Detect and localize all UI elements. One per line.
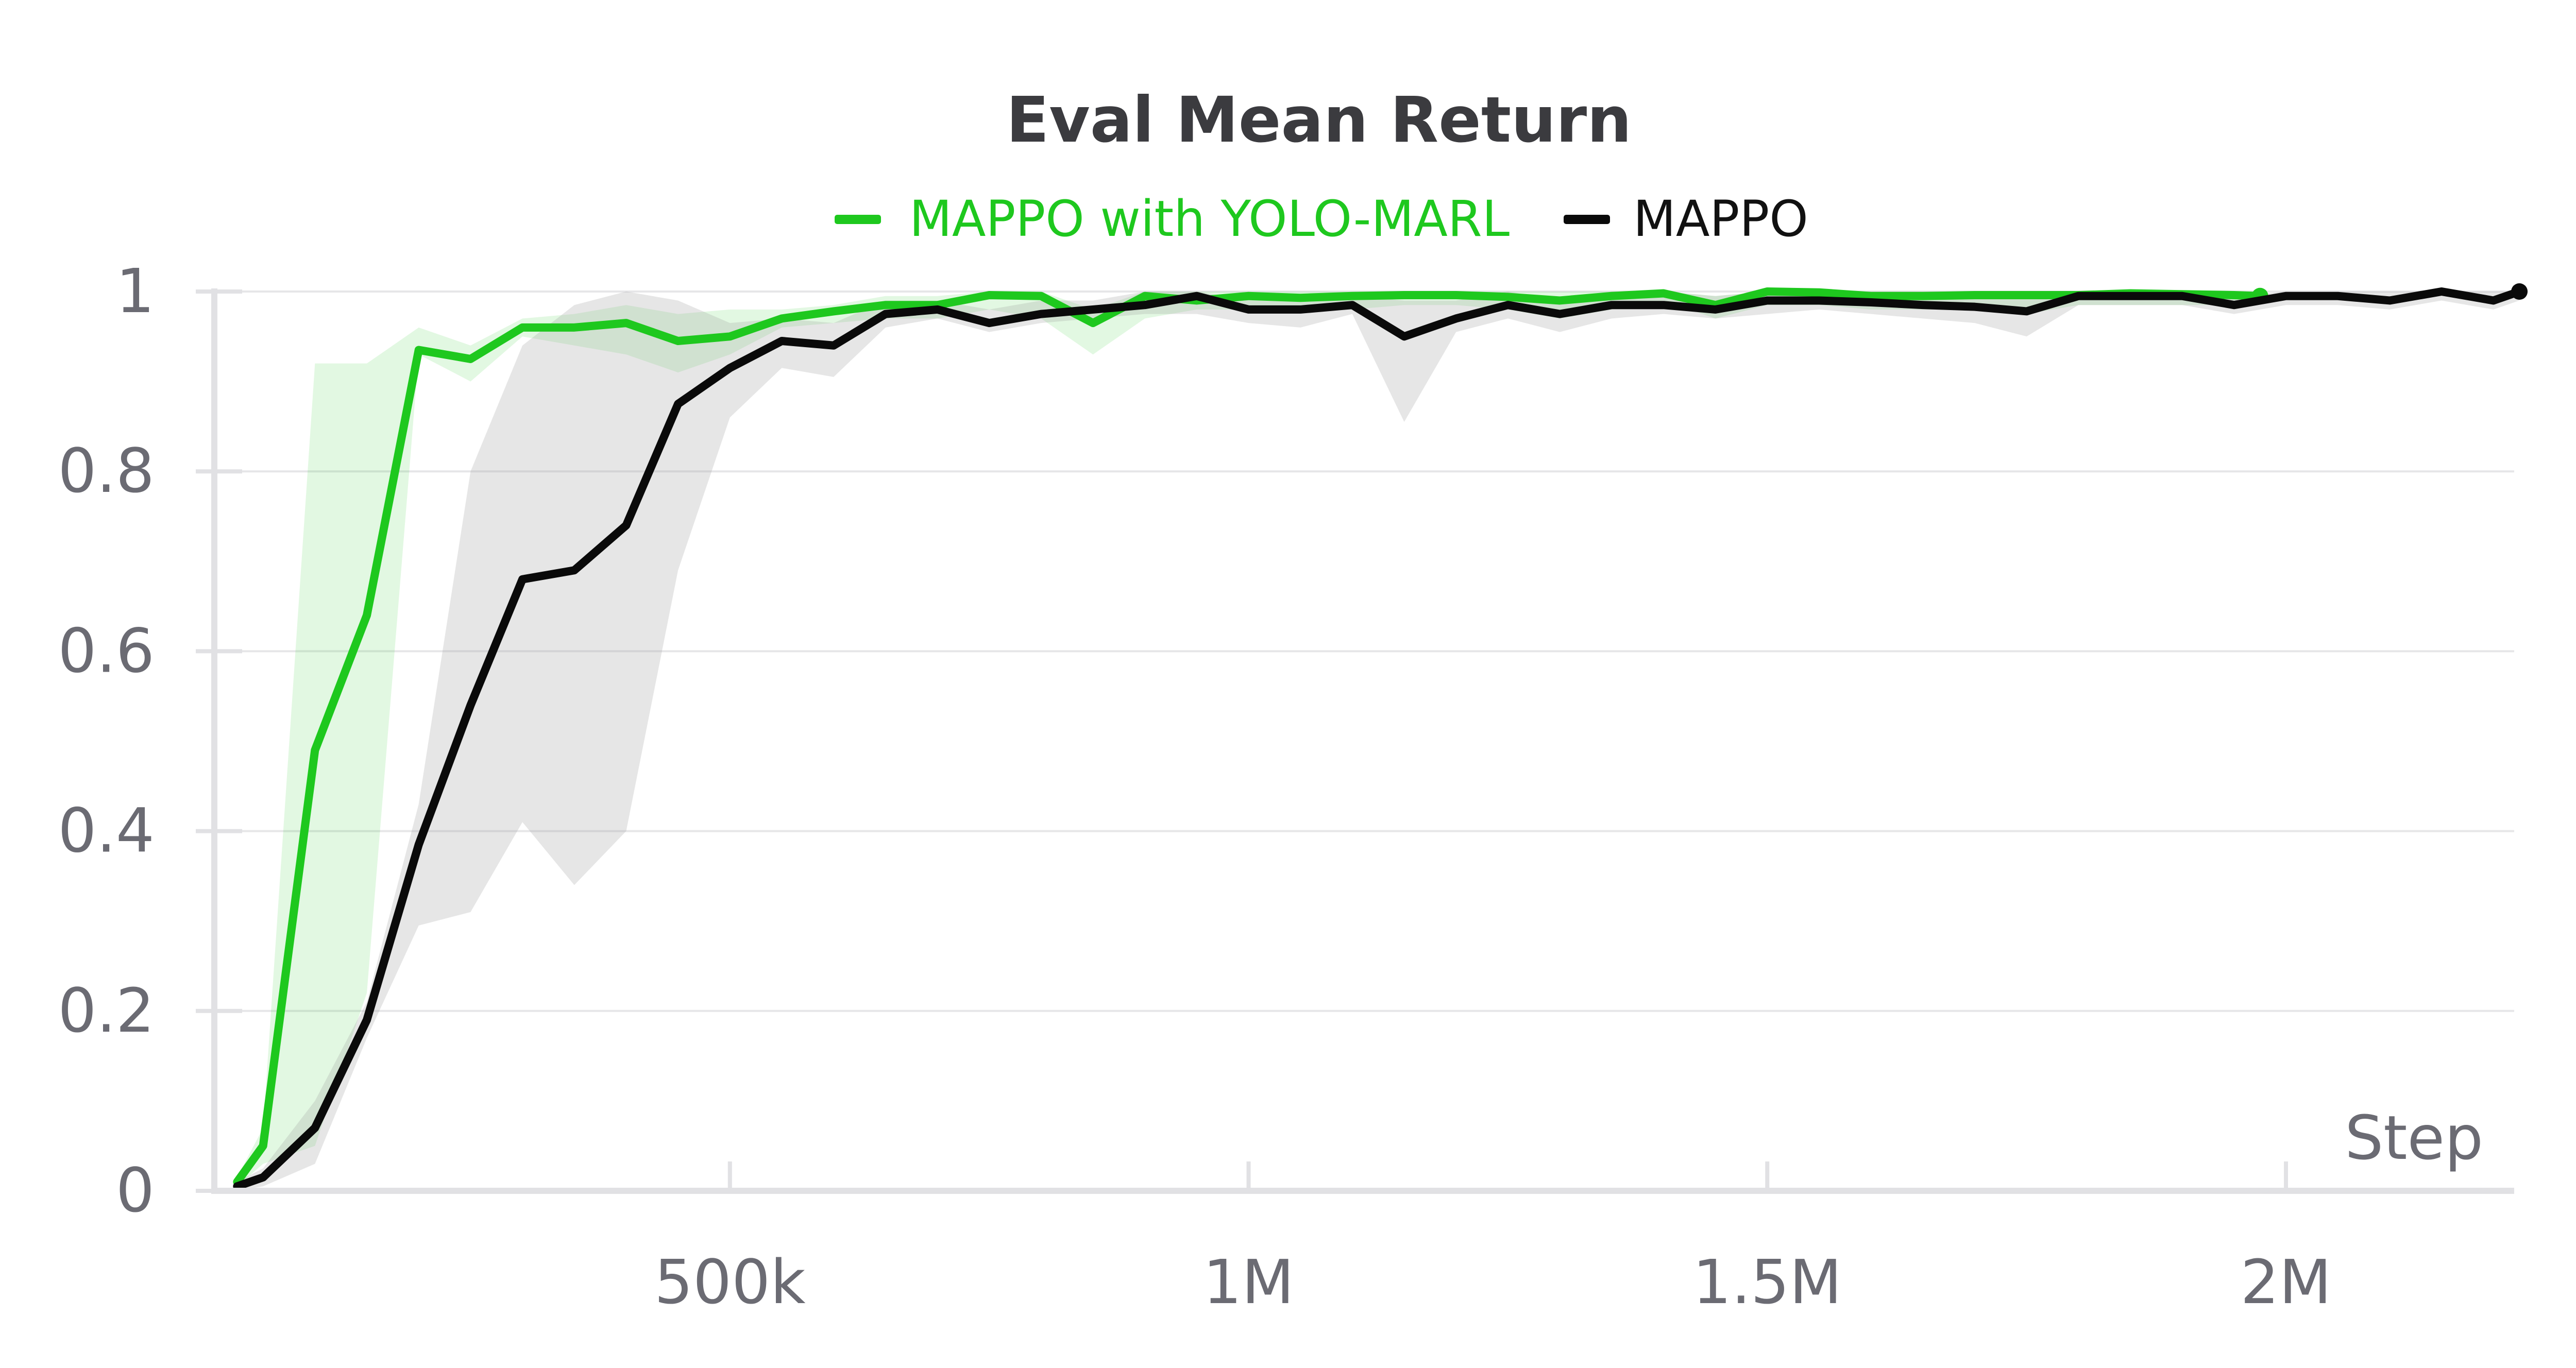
legend-label-yolo: MAPPO with YOLO-MARL [909, 190, 1510, 248]
x-tick-label: 1.5M [1693, 1246, 1842, 1318]
y-tick-label: 0.4 [58, 795, 155, 866]
legend-label-mappo: MAPPO [1633, 190, 1808, 248]
series-line-0 [233, 287, 2264, 1186]
y-tick-label: 0.2 [58, 975, 155, 1046]
y-tick-label: 0.6 [58, 615, 155, 686]
legend: MAPPO with YOLO-MARL MAPPO [835, 190, 1808, 248]
series-lines [233, 283, 2528, 1191]
gridlines [214, 290, 2514, 1012]
x-tick-label: 2M [2241, 1246, 2332, 1318]
y-tick-label: 0 [116, 1155, 155, 1226]
x-tick-label: 1M [1203, 1246, 1294, 1318]
y-tick-label: 0.8 [58, 435, 155, 506]
series-line-1 [233, 287, 2524, 1191]
legend-swatch-yolo [835, 215, 881, 224]
series-band-1 [237, 292, 2520, 1191]
legend-swatch-mappo [1564, 215, 1610, 224]
y-tick-label: 1 [116, 255, 155, 327]
chart-title: Eval Mean Return [1006, 83, 1632, 157]
x-axis-label: Step [2345, 1102, 2483, 1173]
axes [211, 288, 2514, 1194]
x-tick-labels: 500k 1M 1.5M 2M [654, 1161, 2331, 1318]
confidence-bands [237, 292, 2520, 1191]
x-tick-label: 500k [654, 1246, 806, 1318]
y-tick-labels: 0 0.2 0.4 0.6 0.8 1 [58, 255, 242, 1226]
series-end-point-1 [2511, 283, 2528, 300]
